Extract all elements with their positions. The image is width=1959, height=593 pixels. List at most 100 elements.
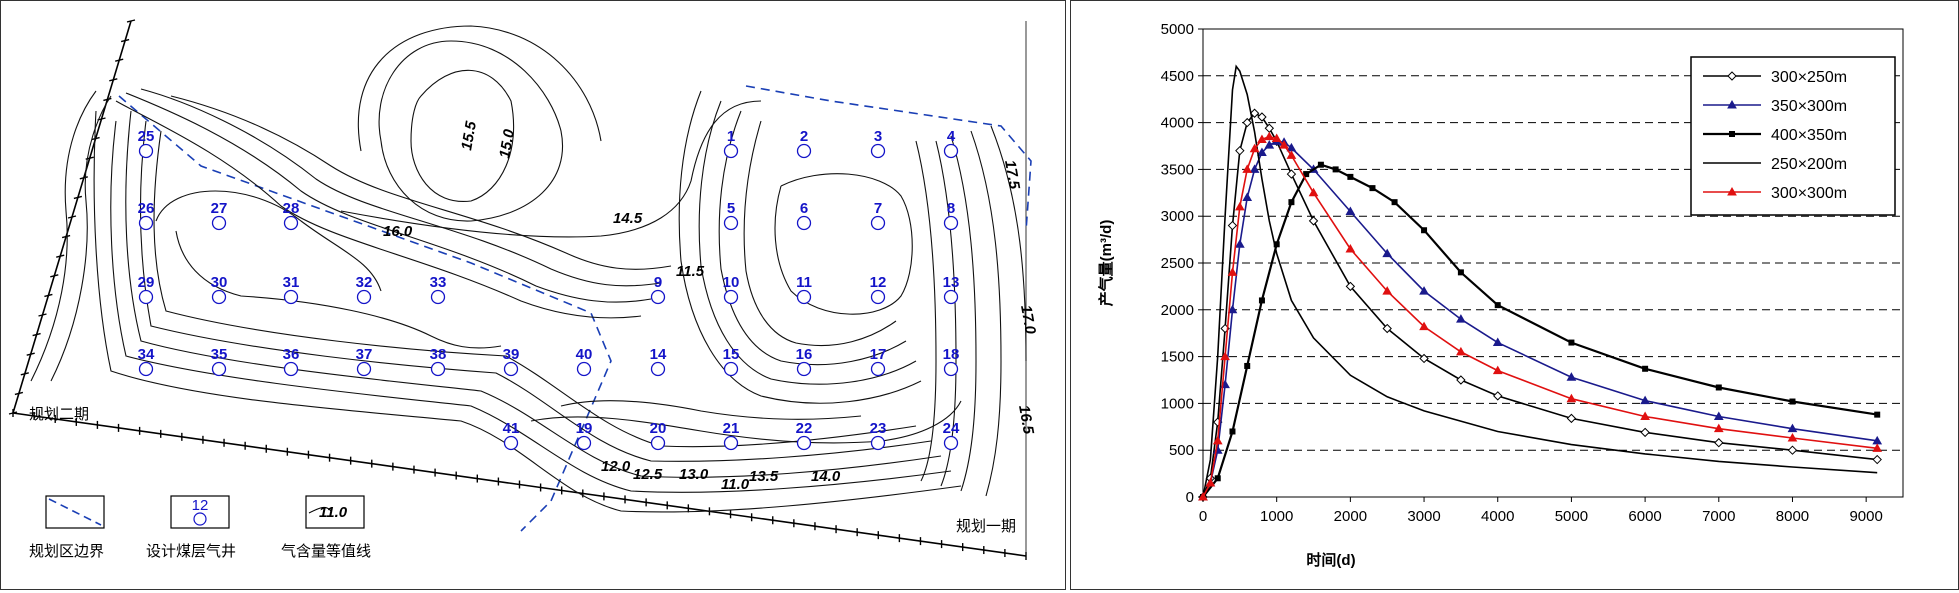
series-marker xyxy=(1249,164,1260,173)
contour-line xyxy=(915,140,937,482)
y-tick-label: 500 xyxy=(1169,442,1194,459)
gas-production-chart: 0 500 1000 1500 2000 2500 3000 3500 4000 4500 5000… xyxy=(1097,21,1904,569)
contour-line xyxy=(140,120,932,462)
contour-map-panel: 11.0 11.5 12.0 12.5 13.0 13.5 14.0 14.5 … xyxy=(0,0,1066,590)
frame-tick xyxy=(56,254,65,258)
contour-label: 14.0 xyxy=(811,468,841,485)
well-marker xyxy=(283,215,299,231)
frame-tick xyxy=(91,136,100,141)
series-marker xyxy=(1713,411,1724,421)
x-tick-label: 0 xyxy=(1199,508,1207,525)
well-marker xyxy=(211,361,227,377)
series-marker xyxy=(1715,384,1722,391)
contour-line xyxy=(774,173,913,315)
well-marker xyxy=(870,361,886,377)
well-marker xyxy=(943,143,959,159)
y-tick-label: 4500 xyxy=(1161,68,1194,85)
contour-line xyxy=(970,130,1002,497)
series-marker xyxy=(1874,411,1881,418)
well-label: 38 xyxy=(430,346,447,363)
contour-label: 14.5 xyxy=(613,210,643,227)
series-marker xyxy=(1317,161,1324,168)
legend-label: 350×300m xyxy=(1771,98,1847,115)
well-label: 21 xyxy=(723,420,740,437)
contour-label: 16.0 xyxy=(383,223,413,240)
x-tick-label: 8000 xyxy=(1776,508,1809,525)
well-label: 22 xyxy=(796,420,813,437)
contour-line xyxy=(155,190,382,292)
legend-item: 300×300m xyxy=(1703,185,1847,202)
gas-production-chart-panel: 0 500 1000 1500 2000 2500 3000 3500 4000 4500 5000… xyxy=(1070,0,1959,590)
frame-tick xyxy=(120,38,130,43)
y-tick-label: 3000 xyxy=(1161,208,1194,225)
well-marker xyxy=(430,361,446,377)
series-marker xyxy=(1640,427,1650,438)
series-marker xyxy=(1347,173,1354,180)
frame-tick xyxy=(61,234,71,239)
contour-label: 13.0 xyxy=(679,466,709,483)
series-marker xyxy=(1345,281,1356,292)
contour-line xyxy=(743,120,897,347)
well-marker xyxy=(796,435,812,451)
contour-line xyxy=(378,40,563,222)
well-label: 14 xyxy=(650,346,667,363)
series-marker xyxy=(1787,433,1798,442)
well-marker xyxy=(576,361,592,377)
series-marker xyxy=(1566,413,1577,424)
series-marker xyxy=(1198,491,1208,501)
series-marker xyxy=(1229,428,1236,435)
series-marker xyxy=(1244,362,1251,369)
legend-label: 300×250m xyxy=(1771,69,1847,86)
well-marker xyxy=(943,435,959,451)
series-marker xyxy=(1242,117,1252,128)
series-marker xyxy=(1789,398,1796,405)
well-marker xyxy=(870,289,886,305)
x-axis-ticks: 0 1000 2000 3000 4000 5000 6000 7000 8000 9000 xyxy=(1199,497,1883,525)
well-marker xyxy=(796,215,812,231)
well-label: 40 xyxy=(576,346,593,363)
series-line xyxy=(1202,64,1878,498)
series-marker xyxy=(1421,227,1428,234)
legend-well-sample-number: 12 xyxy=(192,497,209,514)
well-label: 28 xyxy=(283,200,300,217)
planning-boundary xyxy=(118,85,1032,532)
well-label: 37 xyxy=(356,346,373,363)
contour-label: 13.5 xyxy=(749,468,779,485)
well-marker xyxy=(650,289,666,305)
contour-line xyxy=(175,230,502,349)
series-marker xyxy=(1345,206,1356,216)
x-tick-label: 9000 xyxy=(1849,508,1882,525)
frame-ticks xyxy=(8,19,1027,560)
well-label: 41 xyxy=(503,420,520,437)
series-marker xyxy=(1286,150,1297,159)
well-marker xyxy=(870,143,886,159)
y-tick-label: 1500 xyxy=(1161,349,1194,366)
legend-boundary-box xyxy=(45,495,105,529)
series-marker xyxy=(1872,454,1882,465)
well-marker xyxy=(796,361,812,377)
well-marker xyxy=(796,289,812,305)
well-label: 33 xyxy=(430,274,447,291)
well-label: 16 xyxy=(796,346,813,363)
legend-label: 250×200m xyxy=(1771,156,1847,173)
well-label: 35 xyxy=(211,346,228,363)
well-marker xyxy=(138,215,154,231)
series-marker xyxy=(1308,216,1319,226)
contour-line xyxy=(93,110,962,513)
series-marker xyxy=(1419,321,1429,331)
x-tick-label: 5000 xyxy=(1555,508,1588,525)
well-marker xyxy=(943,361,959,377)
series-marker xyxy=(1227,304,1238,314)
series-5 xyxy=(1198,131,1883,501)
well-label: 15 xyxy=(723,346,740,363)
series-marker xyxy=(1419,286,1429,295)
series-marker xyxy=(1492,365,1503,375)
legend-item: 350×300m xyxy=(1703,98,1847,115)
series-line xyxy=(1202,135,1878,498)
y-axis-ticks: 0 500 1000 1500 2000 2500 3000 3500 4000 4500 5000 xyxy=(1161,21,1203,506)
x-tick-label: 2000 xyxy=(1334,508,1367,525)
frame-tick xyxy=(14,391,24,396)
boundary-line-inner xyxy=(118,95,612,532)
